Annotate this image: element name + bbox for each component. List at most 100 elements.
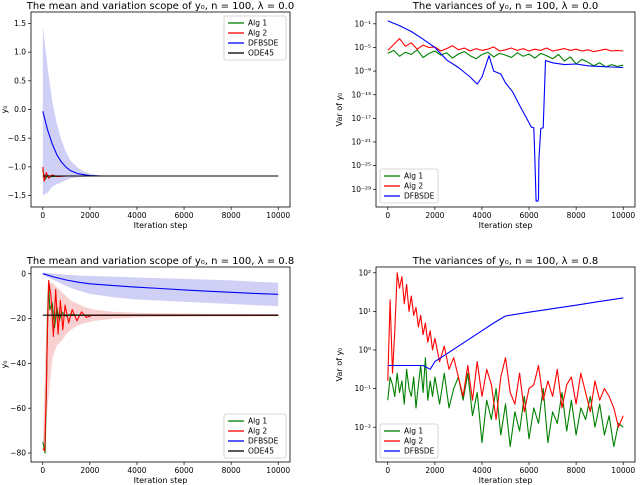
x-tick-label: 10000 [266, 466, 290, 475]
x-tick-label: 6000 [519, 466, 538, 475]
series-line-dfbsde [387, 20, 624, 202]
series-line-dfbsde [42, 273, 279, 295]
x-tick-label: 6000 [174, 466, 193, 475]
chart-title: The variances of y₀, n = 100, λ = 0.0 [412, 1, 598, 12]
y-axis-label: Var of y₀ [335, 348, 344, 382]
x-tick-label: 8000 [222, 466, 241, 475]
legend-label: Alg 1 [248, 417, 267, 426]
y-tick-label: 0.5 [14, 76, 26, 85]
variation-band-alg-2 [42, 282, 279, 453]
legend-label: DFBSDE [404, 192, 435, 201]
x-tick-label: 0 [385, 211, 390, 220]
series-line-alg-1 [387, 357, 624, 448]
axes-frame [375, 11, 636, 208]
y-tick-label: 1.0 [14, 48, 26, 57]
y-tick-label: 10⁻¹³ [351, 90, 371, 99]
y-tick-label: 0.0 [14, 105, 26, 114]
x-tick-label: 2000 [425, 466, 444, 475]
y-tick-label: −1.5 [8, 191, 26, 200]
x-tick-label: 0 [385, 466, 390, 475]
legend-box [223, 413, 287, 459]
variation-band-dfbsde [42, 272, 279, 307]
chart-panel-2: 0 2000 4000 6000 8000 10000 10⁻²⁹ 10⁻²⁵ 10⁻²¹ 10⁻… [335, 1, 636, 230]
legend-box [223, 15, 287, 61]
legend-box [379, 423, 439, 459]
y-tick-label: 10⁻² [354, 423, 371, 432]
y-tick-label: 10⁻¹⁷ [351, 114, 371, 123]
series-line-dfbsde [42, 111, 279, 177]
series-line-dfbsde [387, 297, 624, 370]
x-tick-label: 0 [40, 211, 45, 220]
y-tick-label: −0.5 [8, 134, 26, 143]
x-axis-label: Iteration step [479, 221, 533, 230]
legend-label: Alg 2 [248, 427, 267, 436]
x-tick-label: 4000 [127, 211, 146, 220]
x-axis-label: Iteration step [134, 221, 188, 230]
y-tick-label: −40 [10, 359, 26, 368]
legend-label: Alg 1 [248, 19, 267, 28]
y-tick-label: 10² [358, 268, 371, 277]
y-tick-label: 10⁰ [358, 346, 371, 355]
axes-frame [375, 266, 636, 463]
legend-label: ODE45 [248, 447, 274, 456]
y-tick-label: 10⁻¹ [354, 19, 371, 28]
x-tick-label: 10000 [611, 211, 635, 220]
series-line-alg-2 [42, 279, 279, 452]
variation-band-dfbsde [42, 26, 102, 196]
legend-label: Alg 2 [404, 182, 423, 191]
y-tick-label: −60 [10, 404, 26, 413]
legend-label: ODE45 [248, 49, 274, 58]
legend-label: Alg 1 [404, 427, 423, 436]
y-axis-label: Var of y₀ [335, 93, 344, 127]
series-line-alg-1 [387, 49, 624, 68]
x-axis-label: Iteration step [134, 476, 188, 485]
y-axis-label: y₀ [0, 106, 9, 114]
chart-title: The mean and variation scope of y₀, n = … [26, 256, 294, 267]
x-tick-label: 0 [40, 466, 45, 475]
plot-area [387, 20, 624, 202]
y-axis-label: y₀ [0, 361, 9, 369]
x-tick-label: 6000 [519, 211, 538, 220]
y-tick-label: −80 [10, 449, 26, 458]
x-tick-label: 6000 [174, 211, 193, 220]
chart-title: The mean and variation scope of y₀, n = … [26, 1, 294, 12]
x-tick-label: 4000 [472, 211, 491, 220]
series-line-alg-2 [387, 272, 624, 428]
chart-panel-4: 0 2000 4000 6000 8000 10000 10⁻² 10⁻¹ 10⁰ 10¹ 10² T… [335, 256, 636, 485]
x-tick-label: 2000 [80, 466, 99, 475]
plot-area [42, 272, 279, 454]
chart-title: The variances of y₀, n = 100, λ = 0.8 [412, 256, 598, 267]
y-tick-label: 10⁻²⁵ [351, 161, 371, 170]
series-line-alg-2 [387, 38, 624, 53]
legend-label: Alg 1 [404, 172, 423, 181]
y-tick-label: 0 [21, 269, 26, 278]
plot-area [387, 272, 624, 448]
y-tick-label: −1.0 [8, 162, 26, 171]
y-tick-label: 10⁻²¹ [351, 138, 371, 147]
x-tick-label: 4000 [472, 466, 491, 475]
legend-label: DFBSDE [248, 39, 279, 48]
legend-label: Alg 2 [248, 29, 267, 38]
legend-label: Alg 2 [404, 437, 423, 446]
y-tick-label: −20 [10, 314, 26, 323]
x-tick-label: 10000 [266, 211, 290, 220]
x-tick-label: 8000 [222, 211, 241, 220]
y-tick-label: 10¹ [358, 307, 371, 316]
x-tick-label: 4000 [127, 466, 146, 475]
x-tick-label: 8000 [567, 211, 586, 220]
y-tick-label: 10⁻²⁹ [351, 185, 371, 194]
legend-box [379, 168, 439, 204]
x-tick-label: 2000 [425, 211, 444, 220]
x-tick-label: 8000 [567, 466, 586, 475]
x-tick-label: 2000 [80, 211, 99, 220]
chart-panel-1: 0 2000 4000 6000 8000 10000 −1.5 −1.0 −0.5 0.0 0.5… [0, 1, 294, 230]
axes-frame [30, 266, 291, 463]
x-tick-label: 10000 [611, 466, 635, 475]
y-tick-label: 1.5 [14, 19, 26, 28]
